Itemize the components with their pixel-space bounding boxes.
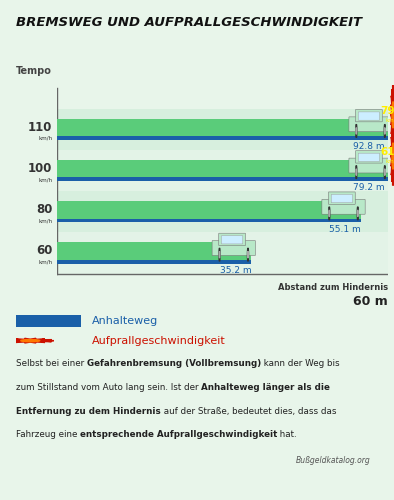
Text: Anhalteweg: Anhalteweg (92, 316, 158, 326)
Text: 79.8: 79.8 (380, 106, 394, 116)
Text: km/h: km/h (38, 218, 52, 224)
Polygon shape (392, 143, 394, 169)
Polygon shape (7, 338, 54, 343)
Bar (57, 218, 361, 222)
Bar (57, 232, 388, 274)
Circle shape (356, 128, 357, 134)
Text: 110: 110 (28, 120, 52, 134)
Bar (57, 178, 388, 181)
Bar (16, 314, 81, 326)
Text: Abstand zum Hindernis: Abstand zum Hindernis (278, 282, 388, 292)
Text: kann der Weg bis: kann der Weg bis (261, 360, 340, 368)
Text: 100: 100 (28, 162, 52, 175)
FancyBboxPatch shape (329, 192, 355, 204)
Text: Fahrzeug eine: Fahrzeug eine (16, 430, 80, 440)
Bar (57, 242, 251, 264)
Circle shape (356, 124, 357, 138)
FancyBboxPatch shape (212, 240, 255, 256)
Text: zum Stillstand vom Auto lang sein. Ist der: zum Stillstand vom Auto lang sein. Ist d… (16, 383, 201, 392)
Circle shape (384, 166, 385, 179)
Bar (57, 160, 388, 181)
FancyBboxPatch shape (221, 236, 243, 244)
FancyBboxPatch shape (331, 194, 353, 202)
FancyBboxPatch shape (358, 112, 379, 120)
FancyBboxPatch shape (355, 150, 382, 163)
Text: 35.2 m: 35.2 m (220, 266, 251, 275)
FancyBboxPatch shape (355, 110, 382, 122)
Polygon shape (391, 86, 394, 144)
Circle shape (219, 252, 220, 258)
Text: hat.: hat. (277, 430, 297, 440)
FancyBboxPatch shape (322, 200, 365, 214)
Text: km/h: km/h (38, 177, 52, 182)
Bar (57, 201, 361, 222)
Text: auf der Straße, bedeutet dies, dass das: auf der Straße, bedeutet dies, dass das (160, 406, 336, 416)
Circle shape (329, 207, 330, 220)
Circle shape (357, 210, 358, 216)
Text: Bußgeldkatalog.org: Bußgeldkatalog.org (296, 456, 371, 465)
Text: 92.8 m: 92.8 m (353, 142, 385, 151)
Text: 55.1 m: 55.1 m (329, 224, 361, 234)
Text: Entfernung zu dem Hindernis: Entfernung zu dem Hindernis (16, 406, 160, 416)
Bar (57, 260, 251, 264)
Bar (57, 136, 388, 140)
Text: km/h: km/h (38, 136, 52, 141)
Polygon shape (21, 340, 40, 342)
Circle shape (219, 248, 220, 261)
Text: Tempo: Tempo (16, 66, 52, 76)
Text: 80: 80 (36, 203, 52, 216)
Text: Anhalteweg länger als die: Anhalteweg länger als die (201, 383, 330, 392)
Circle shape (357, 207, 358, 220)
Bar (57, 108, 388, 150)
Text: Aufprallgeschwindigkeit: Aufprallgeschwindigkeit (92, 336, 226, 345)
Polygon shape (392, 102, 394, 128)
Bar (57, 191, 388, 232)
Circle shape (384, 124, 385, 138)
Circle shape (356, 166, 357, 179)
Text: entsprechende Aufprallgeschwindigkeit: entsprechende Aufprallgeschwindigkeit (80, 430, 277, 440)
Text: km/h: km/h (386, 118, 394, 122)
Text: km/h: km/h (386, 158, 394, 164)
Text: 60: 60 (36, 244, 52, 258)
Text: km/h: km/h (38, 260, 52, 264)
FancyBboxPatch shape (219, 233, 245, 245)
Circle shape (247, 248, 249, 261)
Circle shape (356, 169, 357, 175)
FancyBboxPatch shape (358, 153, 379, 162)
Text: 61.1: 61.1 (380, 147, 394, 157)
Polygon shape (391, 127, 394, 186)
Text: 79.2 m: 79.2 m (353, 184, 385, 192)
FancyBboxPatch shape (349, 117, 392, 132)
Text: 60 m: 60 m (353, 295, 388, 308)
Text: Gefahrenbremsung (Vollbremsung): Gefahrenbremsung (Vollbremsung) (87, 360, 261, 368)
Text: Selbst bei einer: Selbst bei einer (16, 360, 87, 368)
FancyBboxPatch shape (349, 158, 392, 173)
Bar (57, 118, 388, 140)
Text: BREMSWEG UND AUFPRALLGESCHWINDIGKEIT: BREMSWEG UND AUFPRALLGESCHWINDIGKEIT (16, 16, 362, 30)
Bar (57, 150, 388, 191)
